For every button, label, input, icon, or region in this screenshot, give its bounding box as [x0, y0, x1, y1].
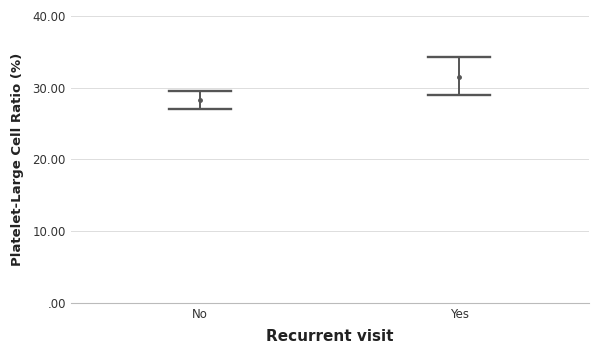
Y-axis label: Platelet-Large Cell Ratio (%): Platelet-Large Cell Ratio (%): [11, 53, 24, 266]
X-axis label: Recurrent visit: Recurrent visit: [266, 329, 394, 344]
